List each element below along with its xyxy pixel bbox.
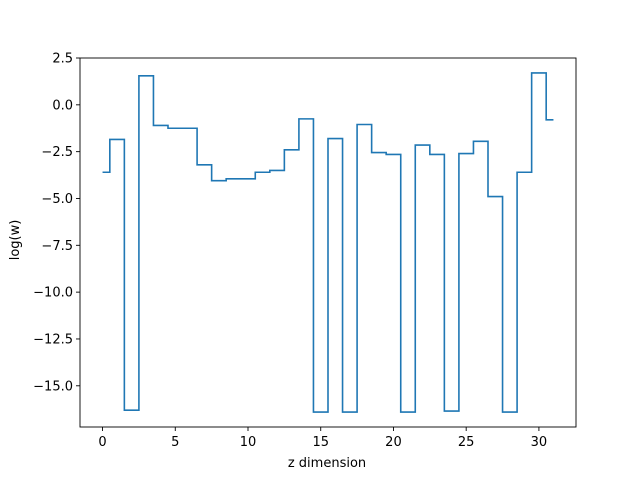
axes-frame <box>79 57 577 428</box>
y-tick-label: −2.5 <box>41 145 73 160</box>
x-tick-label: 20 <box>385 435 402 450</box>
y-tick-label: 2.5 <box>52 52 73 67</box>
x-tick-label: 10 <box>240 435 257 450</box>
y-tick-label: −5.0 <box>41 192 73 207</box>
x-tick-label: 0 <box>98 435 106 450</box>
series-line-0 <box>102 72 554 413</box>
y-tick-label: −10.0 <box>33 286 73 301</box>
x-tick-label: 25 <box>458 435 475 450</box>
y-axis-label: log(w) <box>8 220 23 261</box>
x-tick-label: 5 <box>171 435 179 450</box>
x-axis-label: z dimension <box>288 456 366 471</box>
axes: 0 5 10 15 20 25 30 2.5 0.0 −2.5 −5.0 −7.5 −10.0 −12.5… <box>33 52 577 450</box>
x-tick-label: 15 <box>312 435 329 450</box>
y-tick-label: 0.0 <box>52 98 73 113</box>
x-tick-label: 30 <box>531 435 548 450</box>
plot-area <box>102 72 554 413</box>
y-tick-label: −12.5 <box>33 332 73 347</box>
y-tick-label: −15.0 <box>33 379 73 394</box>
y-tick-label: −7.5 <box>41 239 73 254</box>
